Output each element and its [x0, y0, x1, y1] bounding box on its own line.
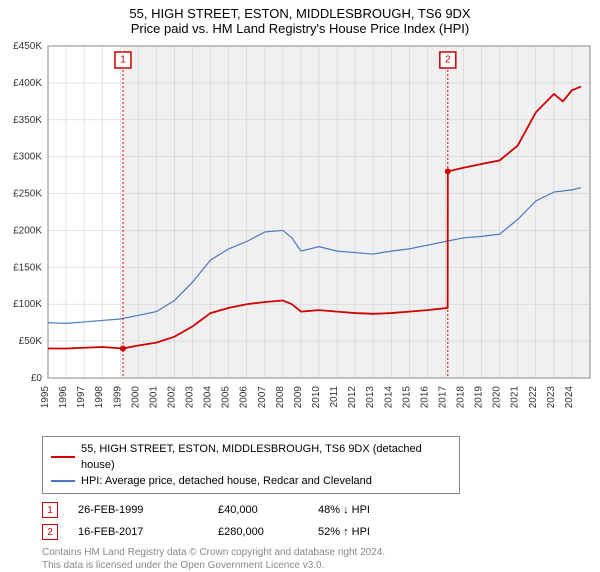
event-row: 2 16-FEB-2017 £280,000 52% ↑ HPI: [42, 524, 600, 540]
svg-text:2014: 2014: [383, 386, 394, 409]
svg-text:2015: 2015: [401, 386, 412, 409]
svg-text:2005: 2005: [221, 386, 232, 409]
events-table: 1 26-FEB-1999 £40,000 48% ↓ HPI 2 16-FEB…: [42, 502, 600, 540]
svg-text:£200K: £200K: [13, 225, 42, 236]
title-line2: Price paid vs. HM Land Registry's House …: [0, 21, 600, 36]
svg-text:2009: 2009: [293, 386, 304, 409]
svg-text:£400K: £400K: [13, 78, 42, 89]
svg-text:2016: 2016: [419, 386, 430, 409]
svg-text:1: 1: [120, 55, 126, 66]
svg-text:2017: 2017: [437, 386, 448, 409]
svg-text:£300K: £300K: [13, 152, 42, 163]
legend-label-price: 55, HIGH STREET, ESTON, MIDDLESBROUGH, T…: [81, 441, 451, 473]
svg-text:1997: 1997: [76, 386, 87, 409]
figure-root: 55, HIGH STREET, ESTON, MIDDLESBROUGH, T…: [0, 0, 600, 572]
chart-area: £0 £50K £100K £150K £200K £250K £300K £350K £400…: [0, 38, 600, 428]
svg-text:2020: 2020: [492, 386, 503, 409]
svg-text:2004: 2004: [203, 386, 214, 409]
title-block: 55, HIGH STREET, ESTON, MIDDLESBROUGH, T…: [0, 0, 600, 38]
svg-text:2002: 2002: [166, 386, 177, 409]
event-price: £40,000: [218, 504, 298, 516]
svg-text:£250K: £250K: [13, 189, 42, 200]
svg-text:£50K: £50K: [19, 336, 43, 347]
svg-text:2011: 2011: [329, 386, 340, 408]
event-diff: 52% ↑ HPI: [318, 526, 408, 538]
svg-text:£100K: £100K: [13, 299, 42, 310]
svg-text:2018: 2018: [456, 386, 467, 409]
svg-text:2013: 2013: [365, 386, 376, 409]
svg-text:£350K: £350K: [13, 115, 42, 126]
svg-text:2006: 2006: [239, 386, 250, 409]
legend-swatch-hpi: [51, 480, 75, 482]
svg-text:2012: 2012: [347, 386, 358, 409]
event-row: 1 26-FEB-1999 £40,000 48% ↓ HPI: [42, 502, 600, 518]
svg-text:£450K: £450K: [13, 41, 42, 52]
svg-text:£150K: £150K: [13, 262, 42, 273]
svg-text:2021: 2021: [510, 386, 521, 409]
footer-line2: This data is licensed under the Open Gov…: [42, 559, 600, 572]
svg-text:1995: 1995: [40, 386, 51, 409]
legend-row: 55, HIGH STREET, ESTON, MIDDLESBROUGH, T…: [51, 441, 451, 473]
svg-text:1998: 1998: [94, 386, 105, 409]
title-line1: 55, HIGH STREET, ESTON, MIDDLESBROUGH, T…: [0, 6, 600, 21]
footer: Contains HM Land Registry data © Crown c…: [42, 546, 600, 572]
event-date: 26-FEB-1999: [78, 504, 198, 516]
svg-text:2019: 2019: [474, 386, 485, 409]
legend: 55, HIGH STREET, ESTON, MIDDLESBROUGH, T…: [42, 436, 460, 494]
svg-text:2001: 2001: [148, 386, 159, 409]
event-date: 16-FEB-2017: [78, 526, 198, 538]
svg-text:2010: 2010: [311, 386, 322, 409]
svg-text:1996: 1996: [58, 386, 69, 409]
event-price: £280,000: [218, 526, 298, 538]
event-badge: 1: [42, 502, 58, 518]
legend-label-hpi: HPI: Average price, detached house, Redc…: [81, 473, 372, 489]
event-diff: 48% ↓ HPI: [318, 504, 408, 516]
svg-text:2022: 2022: [528, 386, 539, 409]
event-badge: 2: [42, 524, 58, 540]
footer-line1: Contains HM Land Registry data © Crown c…: [42, 546, 600, 559]
svg-text:2000: 2000: [130, 386, 141, 409]
chart-svg: £0 £50K £100K £150K £200K £250K £300K £350K £400…: [0, 38, 600, 428]
svg-text:2008: 2008: [275, 386, 286, 409]
svg-text:£0: £0: [31, 373, 43, 384]
svg-text:1999: 1999: [112, 386, 123, 409]
legend-row: HPI: Average price, detached house, Redc…: [51, 473, 451, 489]
svg-text:2007: 2007: [257, 386, 268, 409]
svg-text:2023: 2023: [546, 386, 557, 409]
svg-text:2024: 2024: [564, 386, 575, 409]
legend-swatch-price: [51, 456, 75, 458]
svg-text:2003: 2003: [185, 386, 196, 409]
svg-text:2: 2: [445, 55, 451, 66]
